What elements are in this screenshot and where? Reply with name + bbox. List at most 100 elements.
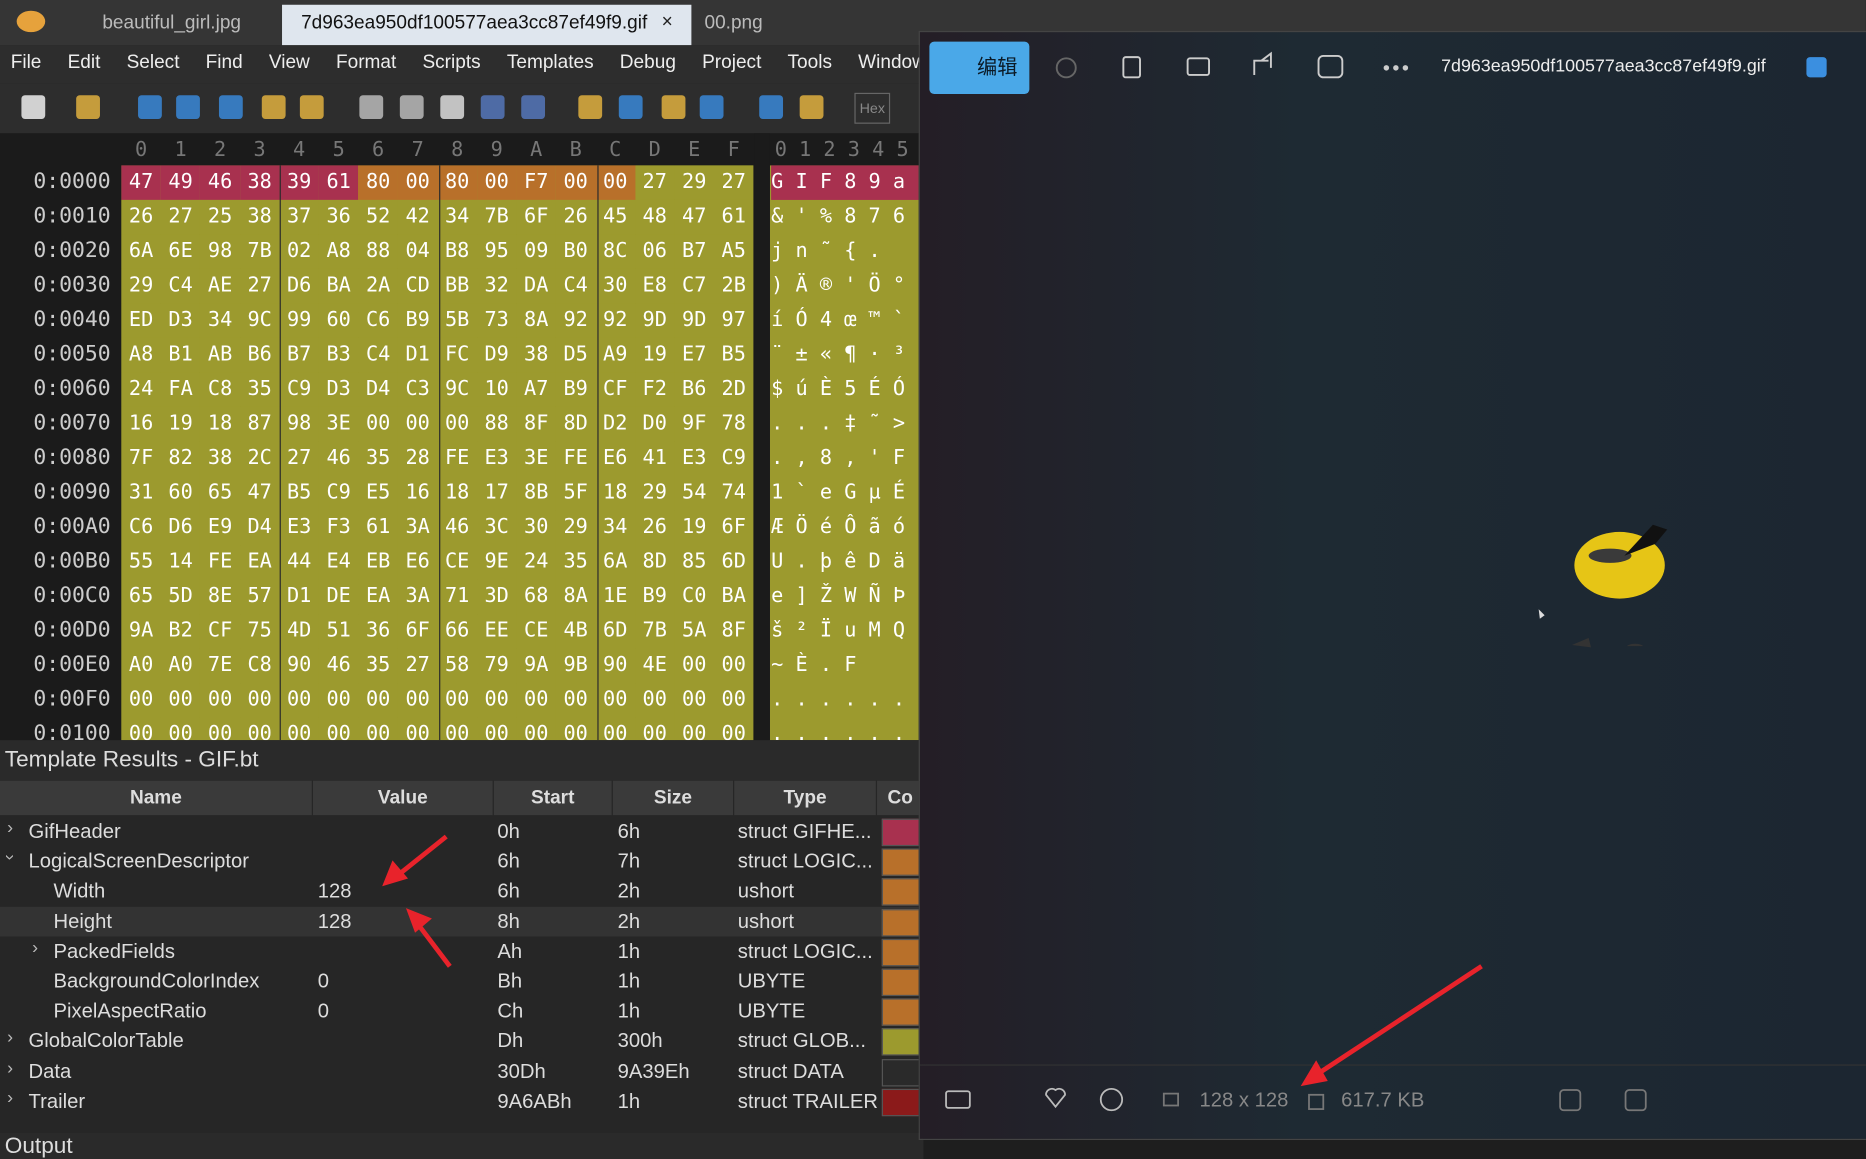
hex-byte[interactable]: 61 <box>358 510 398 546</box>
hex-byte[interactable]: 46 <box>318 648 359 684</box>
hex-button[interactable]: Hex <box>854 92 891 124</box>
hex-byte[interactable]: 51 <box>318 614 359 649</box>
hex-byte[interactable]: 9F <box>674 406 714 442</box>
hex-byte[interactable]: 8B <box>516 476 556 511</box>
hex-byte[interactable]: 36 <box>318 199 359 235</box>
hex-byte[interactable]: E4 <box>318 545 359 580</box>
toolbar-icon[interactable] <box>661 95 686 120</box>
hex-byte[interactable]: 00 <box>634 683 675 718</box>
hex-byte[interactable]: 9C <box>239 303 280 338</box>
hex-byte[interactable]: C6 <box>358 303 398 338</box>
hex-byte[interactable]: 6F <box>714 510 754 546</box>
hex-byte[interactable]: 00 <box>476 683 517 718</box>
toolbar-icon[interactable] <box>218 95 243 120</box>
hex-byte[interactable]: 10 <box>476 372 517 407</box>
hex-byte[interactable]: D2 <box>595 406 635 442</box>
hex-byte[interactable]: D1 <box>279 579 319 615</box>
hex-byte[interactable]: 7F <box>121 441 161 477</box>
toolbar-icon[interactable] <box>578 95 603 120</box>
hex-byte[interactable]: 99 <box>279 303 319 338</box>
hex-byte[interactable]: DA <box>516 268 556 304</box>
hex-byte[interactable]: 14 <box>160 545 201 580</box>
hex-byte[interactable]: 49 <box>160 165 201 200</box>
field-name[interactable]: Data <box>28 1059 72 1083</box>
hex-byte[interactable]: 9D <box>634 303 675 338</box>
hex-byte[interactable]: 66 <box>437 614 477 649</box>
hex-byte[interactable]: D3 <box>160 303 201 338</box>
field-name[interactable]: Trailer <box>28 1089 86 1113</box>
toolbar-icon[interactable] <box>759 95 784 120</box>
hex-byte[interactable]: 00 <box>239 717 280 741</box>
hex-byte[interactable]: 58 <box>437 648 477 684</box>
menu-item[interactable]: File <box>10 52 42 73</box>
toolbar-icon[interactable] <box>21 95 46 120</box>
hex-byte[interactable]: 5D <box>160 579 201 615</box>
hex-byte[interactable]: D3 <box>318 372 359 407</box>
hex-byte[interactable]: 27 <box>279 441 319 477</box>
hex-byte[interactable]: AE <box>200 268 240 304</box>
hex-byte[interactable]: 28 <box>397 441 438 477</box>
hex-byte[interactable]: A5 <box>714 234 754 269</box>
hex-byte[interactable]: 98 <box>200 234 240 269</box>
hex-byte[interactable]: 00 <box>160 717 201 741</box>
hex-byte[interactable]: 8E <box>200 579 240 615</box>
hex-byte[interactable]: B2 <box>160 614 201 649</box>
hex-byte[interactable]: 1E <box>595 579 635 615</box>
hex-byte[interactable]: 29 <box>555 510 596 546</box>
hex-byte[interactable]: B5 <box>279 476 319 511</box>
toolbar-icon[interactable] <box>399 95 424 120</box>
toolbar-icon[interactable] <box>359 95 384 120</box>
hex-byte[interactable]: 30 <box>516 510 556 546</box>
hex-byte[interactable]: 46 <box>200 165 240 200</box>
tab[interactable]: 7d963ea950df100577aea3cc87ef49f9.gif <box>282 4 692 46</box>
hex-byte[interactable]: 80 <box>437 165 477 200</box>
field-name[interactable]: BackgroundColorIndex <box>53 969 260 993</box>
tree-toggle[interactable]: › <box>32 937 39 958</box>
hex-byte[interactable]: 7E <box>200 648 240 684</box>
hex-byte[interactable]: 00 <box>318 717 359 741</box>
hex-byte[interactable]: 00 <box>239 683 280 718</box>
hex-byte[interactable]: 00 <box>318 683 359 718</box>
hex-byte[interactable]: A8 <box>318 234 359 269</box>
hex-byte[interactable]: BA <box>318 268 359 304</box>
hex-byte[interactable]: 00 <box>437 683 477 718</box>
hex-byte[interactable]: C7 <box>674 268 714 304</box>
hex-byte[interactable]: C9 <box>714 441 754 477</box>
hex-byte[interactable]: 46 <box>318 441 359 477</box>
hex-byte[interactable]: 4B <box>555 614 596 649</box>
hex-byte[interactable]: 38 <box>200 441 240 477</box>
hex-byte[interactable]: 88 <box>476 406 517 442</box>
hex-byte[interactable]: 29 <box>634 476 675 511</box>
hex-byte[interactable]: 85 <box>674 545 714 580</box>
hex-byte[interactable]: 16 <box>121 406 161 442</box>
hex-byte[interactable]: DE <box>318 579 359 615</box>
hex-byte[interactable]: 09 <box>516 234 556 269</box>
hex-byte[interactable]: 00 <box>358 406 398 442</box>
toolbar-icon[interactable] <box>76 95 100 120</box>
hex-byte[interactable]: 9B <box>555 648 596 684</box>
hex-byte[interactable]: 04 <box>397 234 438 269</box>
field-name[interactable]: LogicalScreenDescriptor <box>28 849 249 873</box>
tree-toggle[interactable]: › <box>7 1057 14 1078</box>
hex-byte[interactable]: 71 <box>437 579 477 615</box>
hex-byte[interactable]: 00 <box>674 717 714 741</box>
hex-byte[interactable]: 6A <box>595 545 635 580</box>
field-name[interactable]: Height <box>53 909 113 933</box>
hex-byte[interactable]: 00 <box>200 717 240 741</box>
hex-byte[interactable]: F2 <box>634 372 675 407</box>
hex-byte[interactable]: 3A <box>397 579 438 615</box>
hex-byte[interactable]: 00 <box>714 648 754 684</box>
hex-byte[interactable]: 8D <box>634 545 675 580</box>
hex-byte[interactable]: FC <box>437 337 477 373</box>
hex-byte[interactable]: C8 <box>200 372 240 407</box>
hex-byte[interactable]: C9 <box>279 372 319 407</box>
hex-byte[interactable]: 38 <box>239 165 280 200</box>
hex-byte[interactable]: 75 <box>239 614 280 649</box>
hex-byte[interactable]: B9 <box>555 372 596 407</box>
hex-byte[interactable]: 9D <box>674 303 714 338</box>
tab[interactable]: 00.png <box>704 13 763 34</box>
hex-byte[interactable]: 18 <box>200 406 240 442</box>
hex-byte[interactable]: 34 <box>437 199 477 235</box>
hex-byte[interactable]: 27 <box>714 165 754 200</box>
hex-byte[interactable]: D9 <box>476 337 517 373</box>
